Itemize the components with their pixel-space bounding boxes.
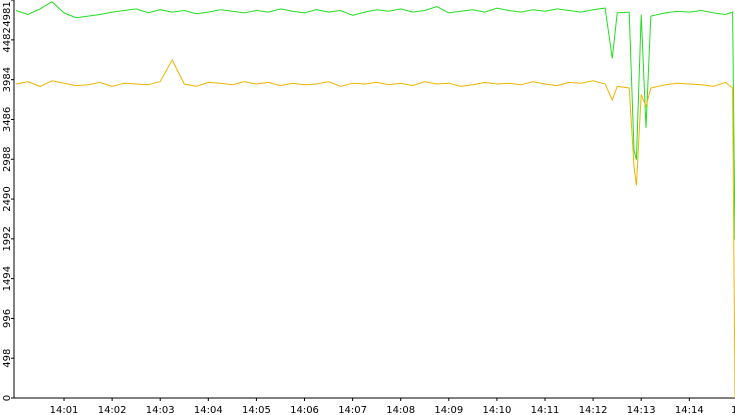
x-tick-label: 14:10 bbox=[482, 405, 511, 415]
x-tick-label: 14:11 bbox=[531, 405, 560, 415]
x-tick-label: 14:09 bbox=[434, 405, 463, 415]
y-tick-label: 4981 bbox=[2, 1, 13, 26]
x-tick-label: 14:08 bbox=[386, 405, 415, 415]
x-tick-label: 14:05 bbox=[242, 405, 271, 415]
y-tick-label: 498 bbox=[2, 349, 13, 368]
x-tick-label: 14:13 bbox=[627, 405, 656, 415]
x-tick-label: 14:12 bbox=[579, 405, 608, 415]
x-tick-label: 14:07 bbox=[338, 405, 367, 415]
y-tick-label: 4482 bbox=[2, 27, 13, 52]
x-tick-label: 14:04 bbox=[194, 405, 223, 415]
x-tick-label: 14:03 bbox=[146, 405, 175, 415]
series-line bbox=[15, 1, 735, 240]
x-tick-label: 14:14 bbox=[675, 405, 704, 415]
y-tick-label: 0 bbox=[2, 395, 13, 401]
y-tick-label: 2988 bbox=[2, 147, 13, 172]
y-tick-label: 1494 bbox=[2, 266, 13, 291]
x-tick-label: 14:06 bbox=[290, 405, 319, 415]
x-tick-label: 14:01 bbox=[50, 405, 79, 415]
x-tick-label: 14:02 bbox=[98, 405, 127, 415]
y-tick-label: 3984 bbox=[2, 67, 13, 92]
series-line bbox=[15, 58, 735, 399]
y-tick-label: 1992 bbox=[2, 226, 13, 251]
y-tick-label: 996 bbox=[2, 309, 13, 328]
x-tick-label: 14 bbox=[731, 405, 735, 415]
y-tick-label: 3486 bbox=[2, 107, 13, 132]
y-tick-label: 2490 bbox=[2, 186, 13, 211]
